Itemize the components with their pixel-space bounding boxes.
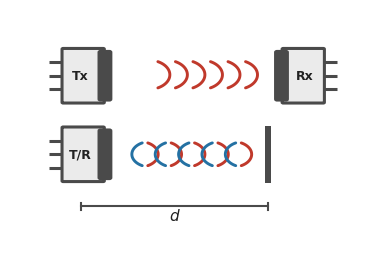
FancyBboxPatch shape (99, 131, 111, 179)
Text: Tx: Tx (72, 70, 88, 83)
FancyBboxPatch shape (276, 52, 287, 101)
Text: T/R: T/R (69, 148, 91, 161)
Text: d: d (170, 208, 179, 223)
Text: Rx: Rx (296, 70, 314, 83)
FancyBboxPatch shape (62, 128, 104, 182)
FancyBboxPatch shape (99, 52, 111, 101)
FancyBboxPatch shape (282, 49, 324, 104)
Bar (265, 126, 271, 183)
FancyBboxPatch shape (62, 49, 104, 104)
